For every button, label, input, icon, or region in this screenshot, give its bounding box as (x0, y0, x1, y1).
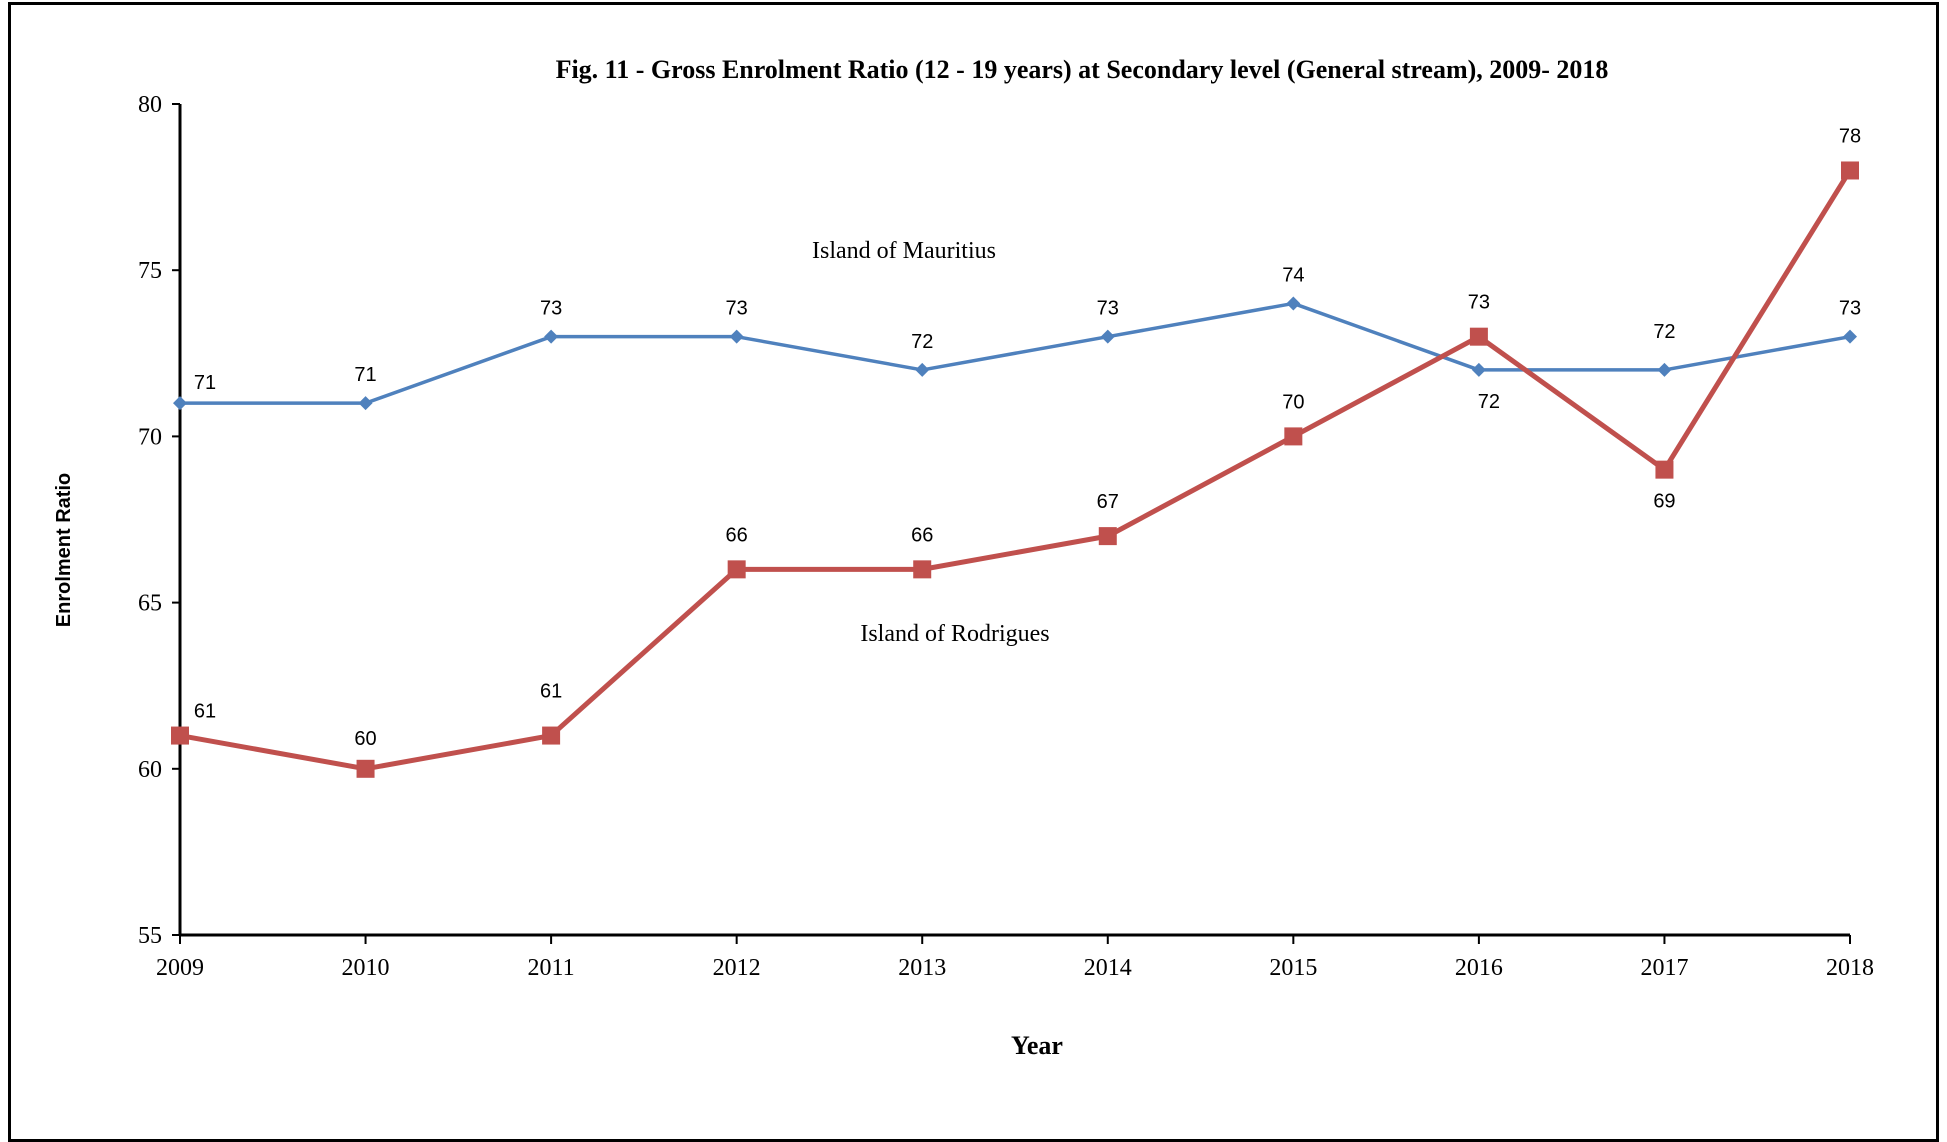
data-label: 72 (1478, 391, 1500, 413)
data-label: 71 (354, 364, 376, 386)
data-label: 72 (911, 331, 933, 353)
data-point-square (727, 560, 746, 579)
data-label: 74 (1282, 264, 1304, 286)
series-name-rodrigues: Island of Rodrigues (860, 621, 1049, 647)
axes: 55 60 65 70 75 80 2009 2010 2011 2012 2013 2014 2015… (138, 92, 1874, 981)
x-tick-label: 2017 (1640, 955, 1688, 981)
data-label: 66 (911, 524, 933, 546)
x-tick-label: 2015 (1269, 955, 1317, 981)
data-point-diamond (915, 362, 930, 377)
data-point-square (1098, 527, 1117, 546)
y-tick-label: 70 (138, 424, 162, 450)
x-tick-label: 2010 (342, 955, 390, 981)
series-line-mauritius (180, 301, 1851, 405)
series-layer (171, 161, 1859, 778)
data-label: 69 (1653, 491, 1675, 513)
data-point-square (1841, 161, 1859, 180)
y-axis-label: Enrolment Ratio (53, 473, 75, 627)
y-tick-label: 65 (138, 591, 162, 617)
data-label: 67 (1097, 491, 1119, 513)
x-tick-label: 2011 (528, 955, 575, 981)
data-label: 72 (1653, 321, 1675, 343)
data-label: 73 (726, 298, 748, 320)
data-point-diamond (1471, 362, 1486, 377)
x-tick-label: 2014 (1084, 955, 1132, 981)
chart-title: Fig. 11 - Gross Enrolment Ratio (12 - 19… (556, 55, 1609, 84)
data-point-diamond (729, 329, 744, 344)
data-point-square (542, 726, 561, 745)
data-label: 73 (540, 298, 562, 320)
y-tick-label: 80 (138, 92, 162, 118)
data-labels: 71 71 73 73 72 73 74 72 72 73 61 60 61 66 66 67 70 73 69 78 (194, 125, 1861, 749)
data-label: 78 (1839, 125, 1861, 147)
x-tick-label: 2018 (1826, 955, 1874, 981)
data-point-diamond (358, 396, 373, 411)
y-tick-label: 55 (138, 923, 162, 949)
series-line-rodrigues (179, 169, 1853, 772)
data-label: 73 (1468, 292, 1490, 314)
y-tick-label: 75 (138, 258, 162, 284)
data-label: 73 (1839, 298, 1861, 320)
data-point-square (356, 759, 375, 778)
data-point-square (913, 560, 932, 579)
y-tick-label: 60 (138, 757, 162, 783)
data-point-diamond (1843, 329, 1857, 344)
data-point-square (1284, 427, 1303, 446)
data-point-square (1655, 460, 1674, 479)
data-label: 70 (1282, 391, 1304, 413)
data-point-diamond (1286, 296, 1301, 311)
x-axis-label: Year (1011, 1031, 1063, 1060)
data-label: 61 (194, 701, 216, 723)
data-point-diamond (1100, 329, 1115, 344)
data-label: 71 (194, 372, 216, 394)
data-point-diamond (173, 396, 187, 411)
series-name-mauritius: Island of Mauritius (812, 238, 996, 264)
data-label: 60 (354, 728, 376, 750)
x-tick-label: 2009 (156, 955, 204, 981)
data-label: 61 (540, 681, 562, 703)
data-point-square (1469, 327, 1488, 346)
x-tick-label: 2013 (898, 955, 946, 981)
x-tick-label: 2012 (713, 955, 761, 981)
data-point-diamond (544, 329, 559, 344)
data-point-square (171, 726, 189, 745)
x-tick-label: 2016 (1455, 955, 1503, 981)
data-label: 73 (1097, 298, 1119, 320)
data-point-diamond (1657, 362, 1672, 377)
data-label: 66 (726, 524, 748, 546)
